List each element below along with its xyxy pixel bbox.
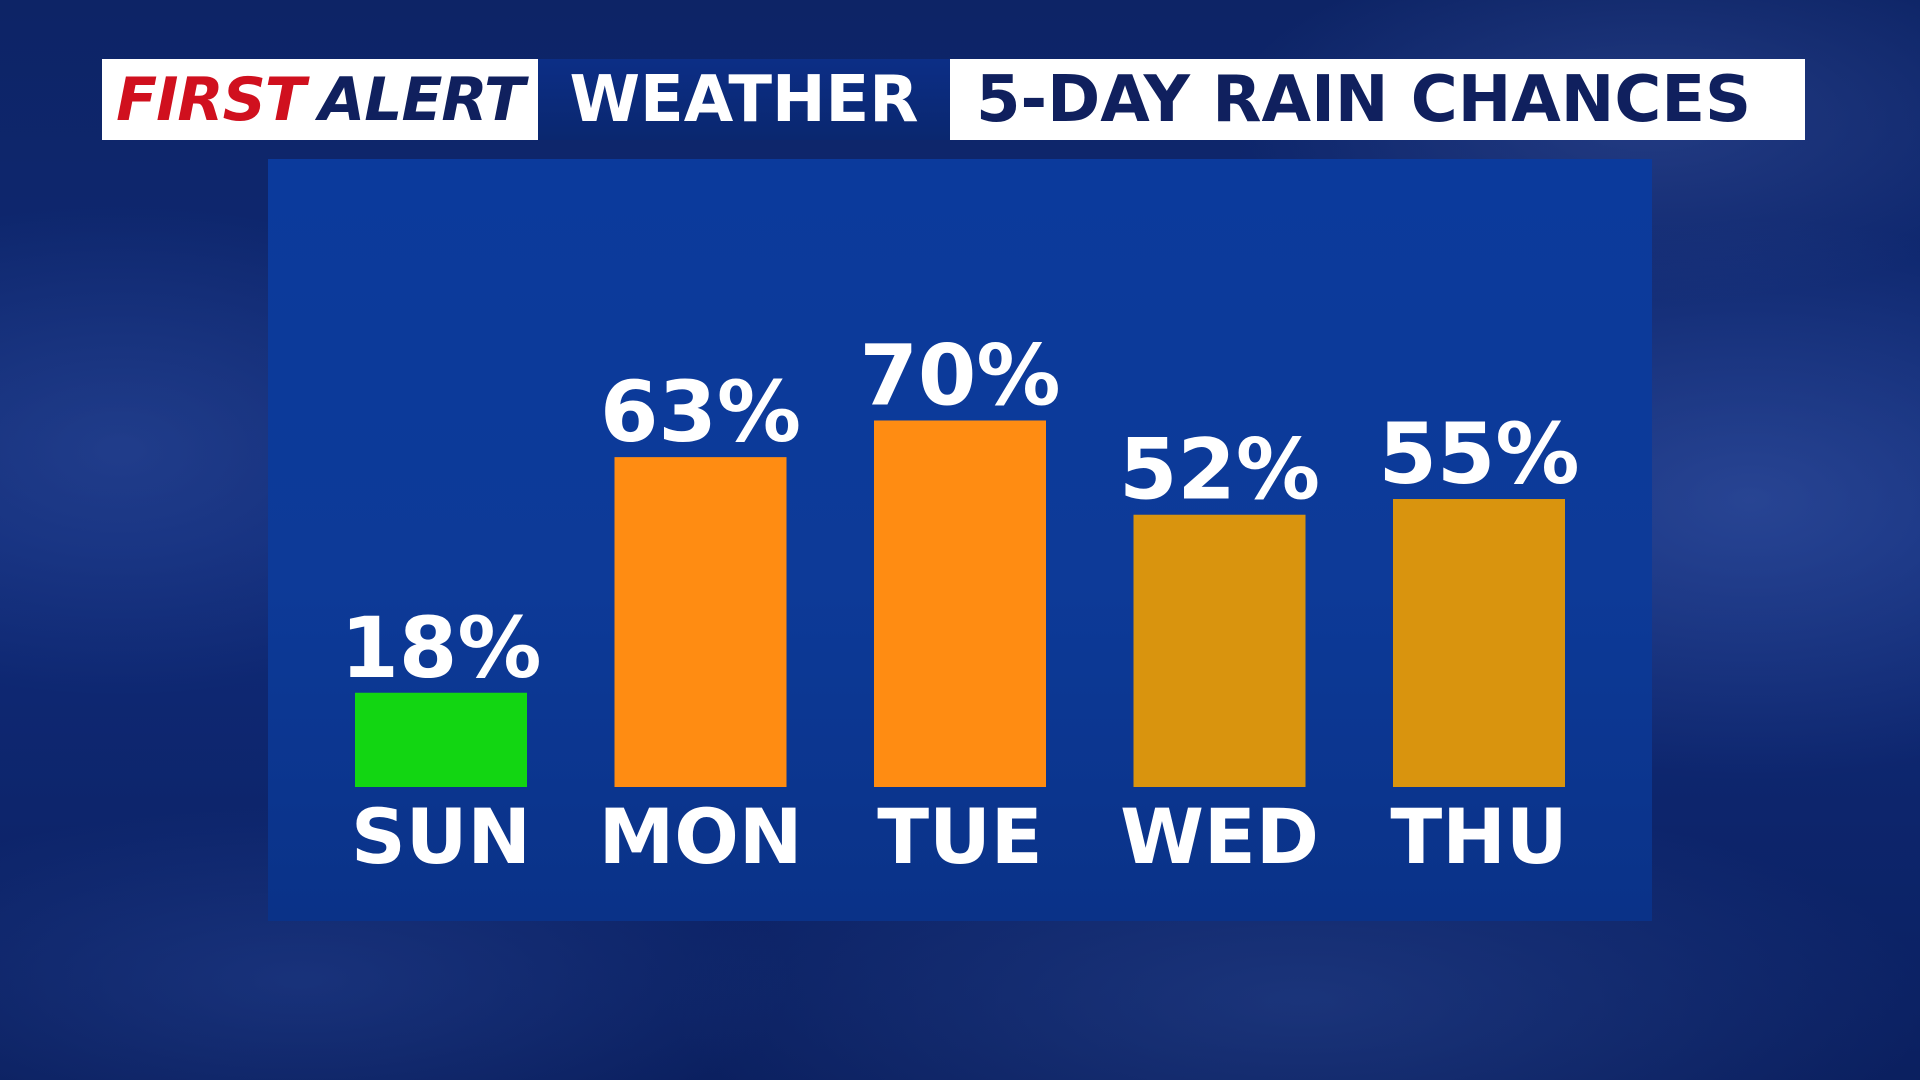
value-label-mon: 63% — [600, 363, 801, 461]
page-title: 5-DAY RAIN CHANCES — [976, 62, 1752, 137]
bar-tue — [874, 420, 1046, 787]
value-label-wed: 52% — [1119, 421, 1320, 519]
day-label-tue: TUE — [877, 792, 1042, 881]
brand-first-text: FIRST — [116, 64, 306, 135]
bar-wed — [1133, 514, 1306, 787]
bar-thu — [1393, 499, 1565, 787]
bar-sun — [355, 692, 527, 787]
brand-alert-text: ALERT — [318, 64, 525, 135]
header-banner: FIRST ALERT WEATHER 5-DAY RAIN CHANCES — [102, 59, 1805, 140]
chart-panel: 18% SUN 63% MON 70% TUE 52% WED 55% THU — [268, 159, 1652, 921]
section-label: WEATHER — [569, 62, 919, 137]
rain-chance-chart: 18% SUN 63% MON 70% TUE 52% WED 55% THU — [340, 326, 1579, 881]
value-label-tue: 70% — [859, 326, 1060, 424]
day-label-thu: THU — [1390, 792, 1567, 881]
value-label-sun: 18% — [340, 599, 541, 697]
day-label-sun: SUN — [351, 792, 531, 881]
value-label-thu: 55% — [1378, 405, 1579, 503]
bar-mon — [614, 457, 787, 787]
day-label-wed: WED — [1120, 792, 1319, 881]
brand-logo: FIRST ALERT — [102, 59, 538, 140]
day-label-mon: MON — [599, 792, 803, 881]
title-box: 5-DAY RAIN CHANCES — [950, 59, 1805, 140]
section-label-box: WEATHER — [538, 59, 950, 140]
